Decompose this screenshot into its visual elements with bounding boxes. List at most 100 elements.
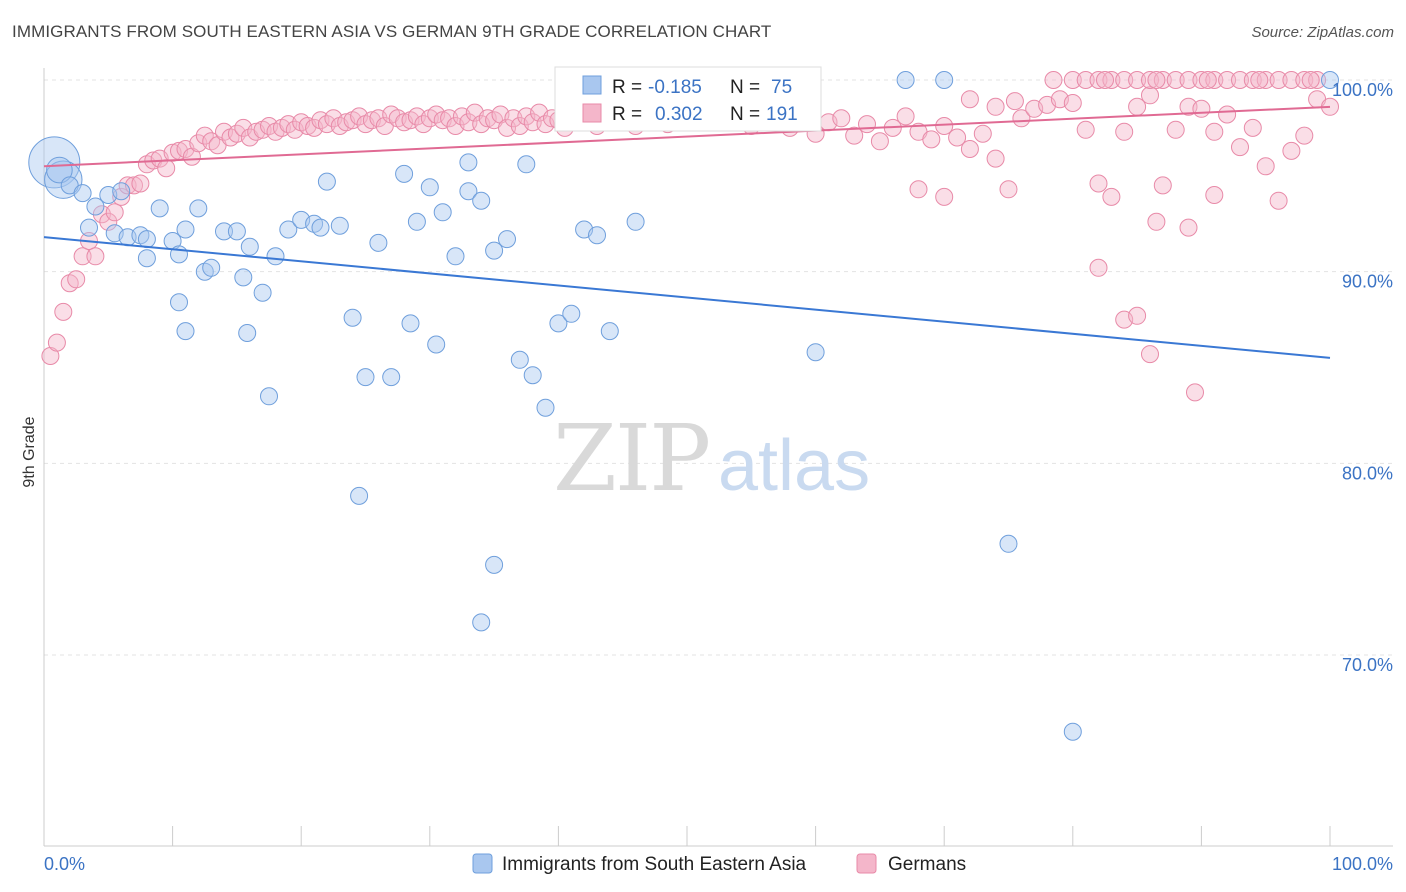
sea-point <box>150 199 169 218</box>
germans-point <box>935 187 954 206</box>
germans-point <box>1295 71 1314 89</box>
germans-point <box>1076 71 1095 89</box>
germans-point <box>1102 187 1121 206</box>
gridlines <box>44 79 1393 656</box>
trend-lines <box>43 105 1331 359</box>
y-tick-labels: 70.0% 80.0% 90.0% 100.0% <box>1332 80 1393 675</box>
germans-point <box>1166 71 1185 89</box>
sea-point <box>137 249 156 268</box>
x-tick-label: 0.0% <box>44 854 85 874</box>
y-tick-label: 90.0% <box>1342 272 1393 292</box>
axes <box>43 68 1393 847</box>
sea-point <box>382 368 401 387</box>
germans-point <box>1243 118 1262 137</box>
germans-point <box>67 270 86 289</box>
germans-point <box>1147 212 1166 231</box>
sea-point <box>626 212 645 231</box>
sea-point <box>485 555 504 574</box>
stats-pink-swatch <box>582 103 602 123</box>
sea-point <box>215 222 233 241</box>
sea-point <box>395 164 414 183</box>
germans-point <box>1282 141 1301 160</box>
sea-point <box>234 268 253 287</box>
y-tick-label: 100.0% <box>1332 80 1393 100</box>
sea-point <box>1321 71 1339 89</box>
stats-blue-r-value: -0.185 <box>648 77 702 98</box>
germans-point <box>948 128 967 147</box>
sea-point <box>523 366 542 385</box>
germans-point <box>858 115 876 134</box>
sea-point <box>260 387 278 406</box>
germans-point <box>1147 71 1166 89</box>
sea-point <box>279 220 298 239</box>
sea-point <box>238 324 257 342</box>
sea-point <box>549 314 568 333</box>
germans-point <box>105 203 124 222</box>
germans-point <box>1192 99 1211 118</box>
sea-point <box>588 226 606 245</box>
germans-point <box>1231 138 1249 157</box>
germans-point <box>47 333 66 352</box>
sea-point <box>427 335 446 354</box>
germans-point <box>1096 71 1114 89</box>
germans-point <box>1063 71 1082 89</box>
sea-point <box>176 322 195 341</box>
sea-point <box>472 613 491 632</box>
x-tick-label: 100.0% <box>1332 854 1393 874</box>
germans-point <box>99 212 118 231</box>
sea-point <box>266 247 285 266</box>
germans-point <box>1141 86 1159 105</box>
sea-point <box>401 314 420 333</box>
sea-point <box>896 71 915 89</box>
germans-point <box>896 107 915 126</box>
stats-pink-n-value: 191 <box>766 104 798 125</box>
sea-point <box>86 197 105 216</box>
sea-point <box>73 184 92 203</box>
germans-point <box>54 302 73 321</box>
sea-point <box>446 247 465 266</box>
sea-point <box>806 343 825 362</box>
germans-point <box>1269 191 1288 210</box>
stats-pink-r-value: 0.302 <box>655 104 703 125</box>
germans-point <box>1012 109 1031 128</box>
germans-point <box>999 180 1018 199</box>
germans-point <box>1141 345 1159 364</box>
germans-point <box>922 130 941 149</box>
sea-point <box>1063 722 1082 741</box>
sea-point <box>562 304 581 323</box>
chart-title: IMMIGRANTS FROM SOUTH EASTERN ASIA VS GE… <box>12 22 772 41</box>
source-label: Source: ZipAtlas.com <box>1251 24 1394 41</box>
sea-point <box>517 155 536 174</box>
germans-point <box>1256 71 1275 89</box>
germans-point <box>1295 126 1314 145</box>
y-tick-label: 70.0% <box>1342 655 1393 675</box>
legend-swatch-sea <box>472 853 493 874</box>
sea-point <box>356 368 375 387</box>
germans-point <box>157 159 176 178</box>
sea-point <box>369 233 388 252</box>
sea-point <box>343 308 362 327</box>
germans-point <box>1153 176 1172 195</box>
sea-point <box>170 293 188 312</box>
germans-point <box>1218 71 1237 89</box>
germans-point <box>960 90 979 109</box>
sea-point <box>311 218 330 237</box>
germans-point <box>1250 71 1269 89</box>
germans-point <box>986 97 1005 116</box>
germans-point <box>1205 122 1224 141</box>
germans-point <box>870 132 889 151</box>
germans-point <box>1141 71 1159 89</box>
germans-point <box>845 126 864 145</box>
germans-point <box>73 247 92 266</box>
germans-point <box>1153 71 1172 89</box>
germans-point <box>1089 174 1108 193</box>
germans-point <box>1005 92 1024 111</box>
sea-point <box>420 178 439 197</box>
legend-swatch-germans <box>856 853 877 874</box>
germans-point <box>1089 258 1108 277</box>
sea-point <box>176 220 195 239</box>
stats-pink-n-label: N = <box>730 104 760 125</box>
sea-point <box>240 237 259 256</box>
germans-point <box>832 109 851 128</box>
